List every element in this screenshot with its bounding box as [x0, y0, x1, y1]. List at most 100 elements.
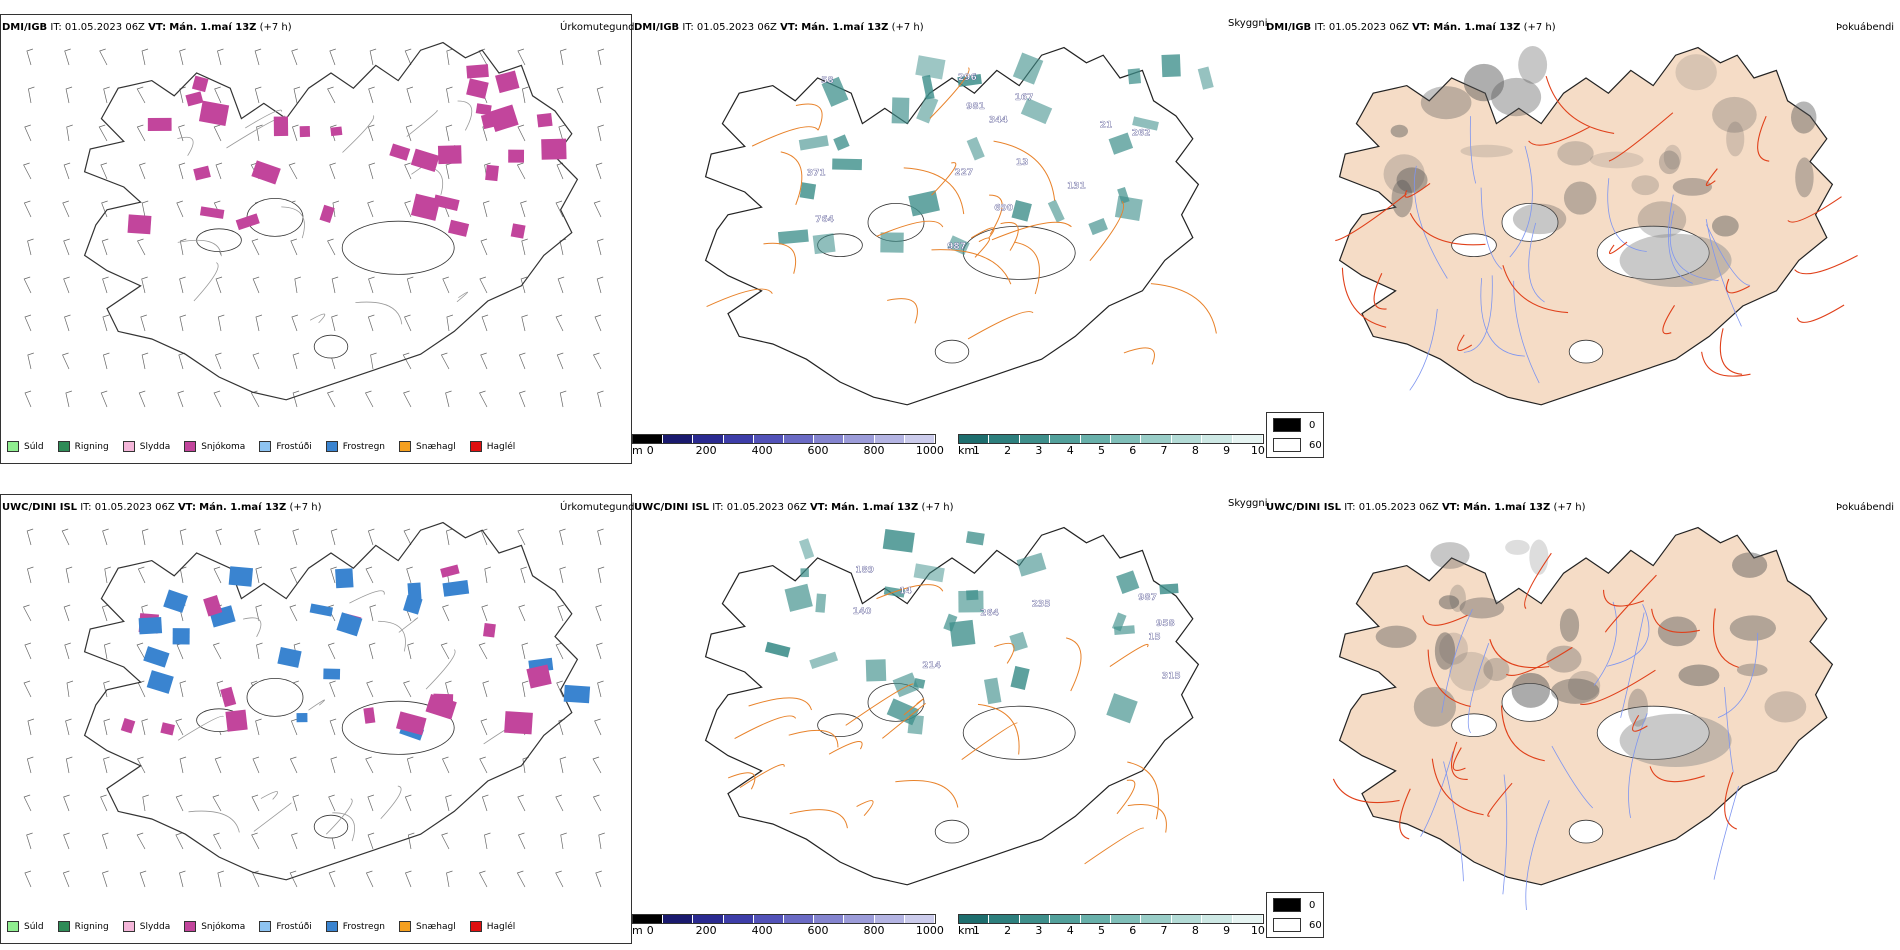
wind-barb [522, 86, 529, 104]
precip-cell [488, 104, 519, 133]
wind-barb [292, 390, 300, 408]
visibility-cell [798, 135, 829, 151]
wind-barb [482, 680, 489, 698]
legend-item: Rigning [57, 441, 109, 452]
wind-barb [328, 870, 336, 888]
fog-patch [1736, 663, 1768, 677]
road [887, 298, 918, 324]
wind-barb [367, 528, 375, 546]
legend-item: Haglél [469, 921, 515, 932]
wind-barb [520, 276, 528, 294]
wind-barb [446, 86, 453, 104]
wind-barb [327, 390, 336, 408]
wind-barb [255, 718, 262, 736]
wind-barb [23, 680, 32, 698]
wind-barb [518, 604, 526, 622]
wind-barb [26, 832, 33, 850]
wind-barb [141, 718, 148, 736]
legend-label: Snjókoma [201, 921, 246, 932]
road [1705, 168, 1718, 187]
road [226, 115, 286, 149]
precip-cell [425, 694, 457, 720]
colorbar-cell [989, 915, 1020, 923]
wind-barb [441, 832, 450, 850]
legend-item: Snjókoma [184, 441, 245, 452]
legend-item: Snæhagl [399, 441, 456, 452]
precip-cell [199, 206, 225, 219]
visibility-value-label: 981 [966, 102, 985, 112]
colorbar-tick: 200 [695, 444, 717, 457]
wind-barb [254, 48, 262, 66]
wind-barb [27, 566, 34, 584]
vis-legend-label: 60 [1309, 439, 1322, 451]
wind-barb [366, 680, 374, 698]
wind-barb [63, 604, 71, 622]
road [1651, 608, 1700, 633]
road [1123, 347, 1155, 365]
wind-barb [592, 794, 602, 812]
precip-cell [475, 103, 492, 116]
visibility-value-label: 227 [954, 168, 973, 178]
precip-cell [147, 117, 172, 131]
colorbar-tick: 7 [1160, 444, 1168, 457]
wind-barb [254, 528, 261, 546]
wind-barb [292, 794, 299, 812]
road [977, 703, 1020, 755]
river [1593, 601, 1618, 686]
wind-barb [62, 870, 70, 888]
legend-label: Slydda [139, 921, 171, 932]
visibility-cell [1116, 570, 1140, 594]
colorbar-cell [1202, 435, 1233, 443]
visibility-cell [1010, 665, 1030, 690]
wind-barb [136, 642, 146, 660]
road [967, 311, 1034, 340]
wind-barb [175, 832, 184, 850]
wind-barb [66, 680, 74, 698]
legend-label: Snjókoma [201, 441, 246, 452]
road [1450, 741, 1468, 780]
fog-patch [1463, 63, 1505, 102]
wind-barb [212, 642, 222, 660]
precip-cell [185, 91, 204, 107]
visibility-value-label: 189 [855, 565, 874, 575]
road [876, 584, 944, 600]
wind-barb [251, 832, 260, 850]
fog-patch [1413, 686, 1457, 727]
wind-barb [179, 276, 186, 294]
wind-barb [481, 604, 488, 622]
colorbar-tick: 0 [646, 444, 654, 457]
visibility-cell [1011, 200, 1032, 222]
wind-barb [445, 390, 452, 408]
legend-label: Frostúði [276, 921, 312, 932]
visibility-cell [1047, 199, 1065, 223]
legend-label: Slydda [139, 441, 171, 452]
wind-barb [213, 566, 222, 584]
road [961, 722, 1018, 761]
precip-cell [225, 709, 248, 732]
river [1620, 612, 1645, 718]
wind-barb [215, 162, 223, 180]
wind-barb [178, 124, 185, 142]
wind-barb [63, 276, 70, 294]
vis-legend-label: 0 [1309, 899, 1316, 911]
wind-barb [289, 756, 298, 774]
wind-barb [100, 390, 108, 408]
road [876, 220, 944, 237]
river [1441, 608, 1473, 713]
wind-barb [251, 238, 260, 256]
wind-barb [24, 390, 32, 408]
road [1000, 222, 1019, 251]
wind-barb [330, 566, 337, 584]
visibility-cell [882, 529, 915, 553]
precip-cell [410, 193, 441, 221]
visibility-cell [886, 698, 920, 726]
colorbar-cell [844, 435, 875, 443]
wind-barb [597, 390, 604, 408]
precip-cell [163, 589, 188, 613]
river [1420, 751, 1454, 837]
title-precip-row1: Úrkomutegund [560, 22, 635, 33]
fog-patch [1631, 175, 1660, 196]
wind-barb [557, 276, 565, 294]
wind-barb [291, 832, 298, 850]
colorbar-tick: 8 [1191, 444, 1199, 457]
